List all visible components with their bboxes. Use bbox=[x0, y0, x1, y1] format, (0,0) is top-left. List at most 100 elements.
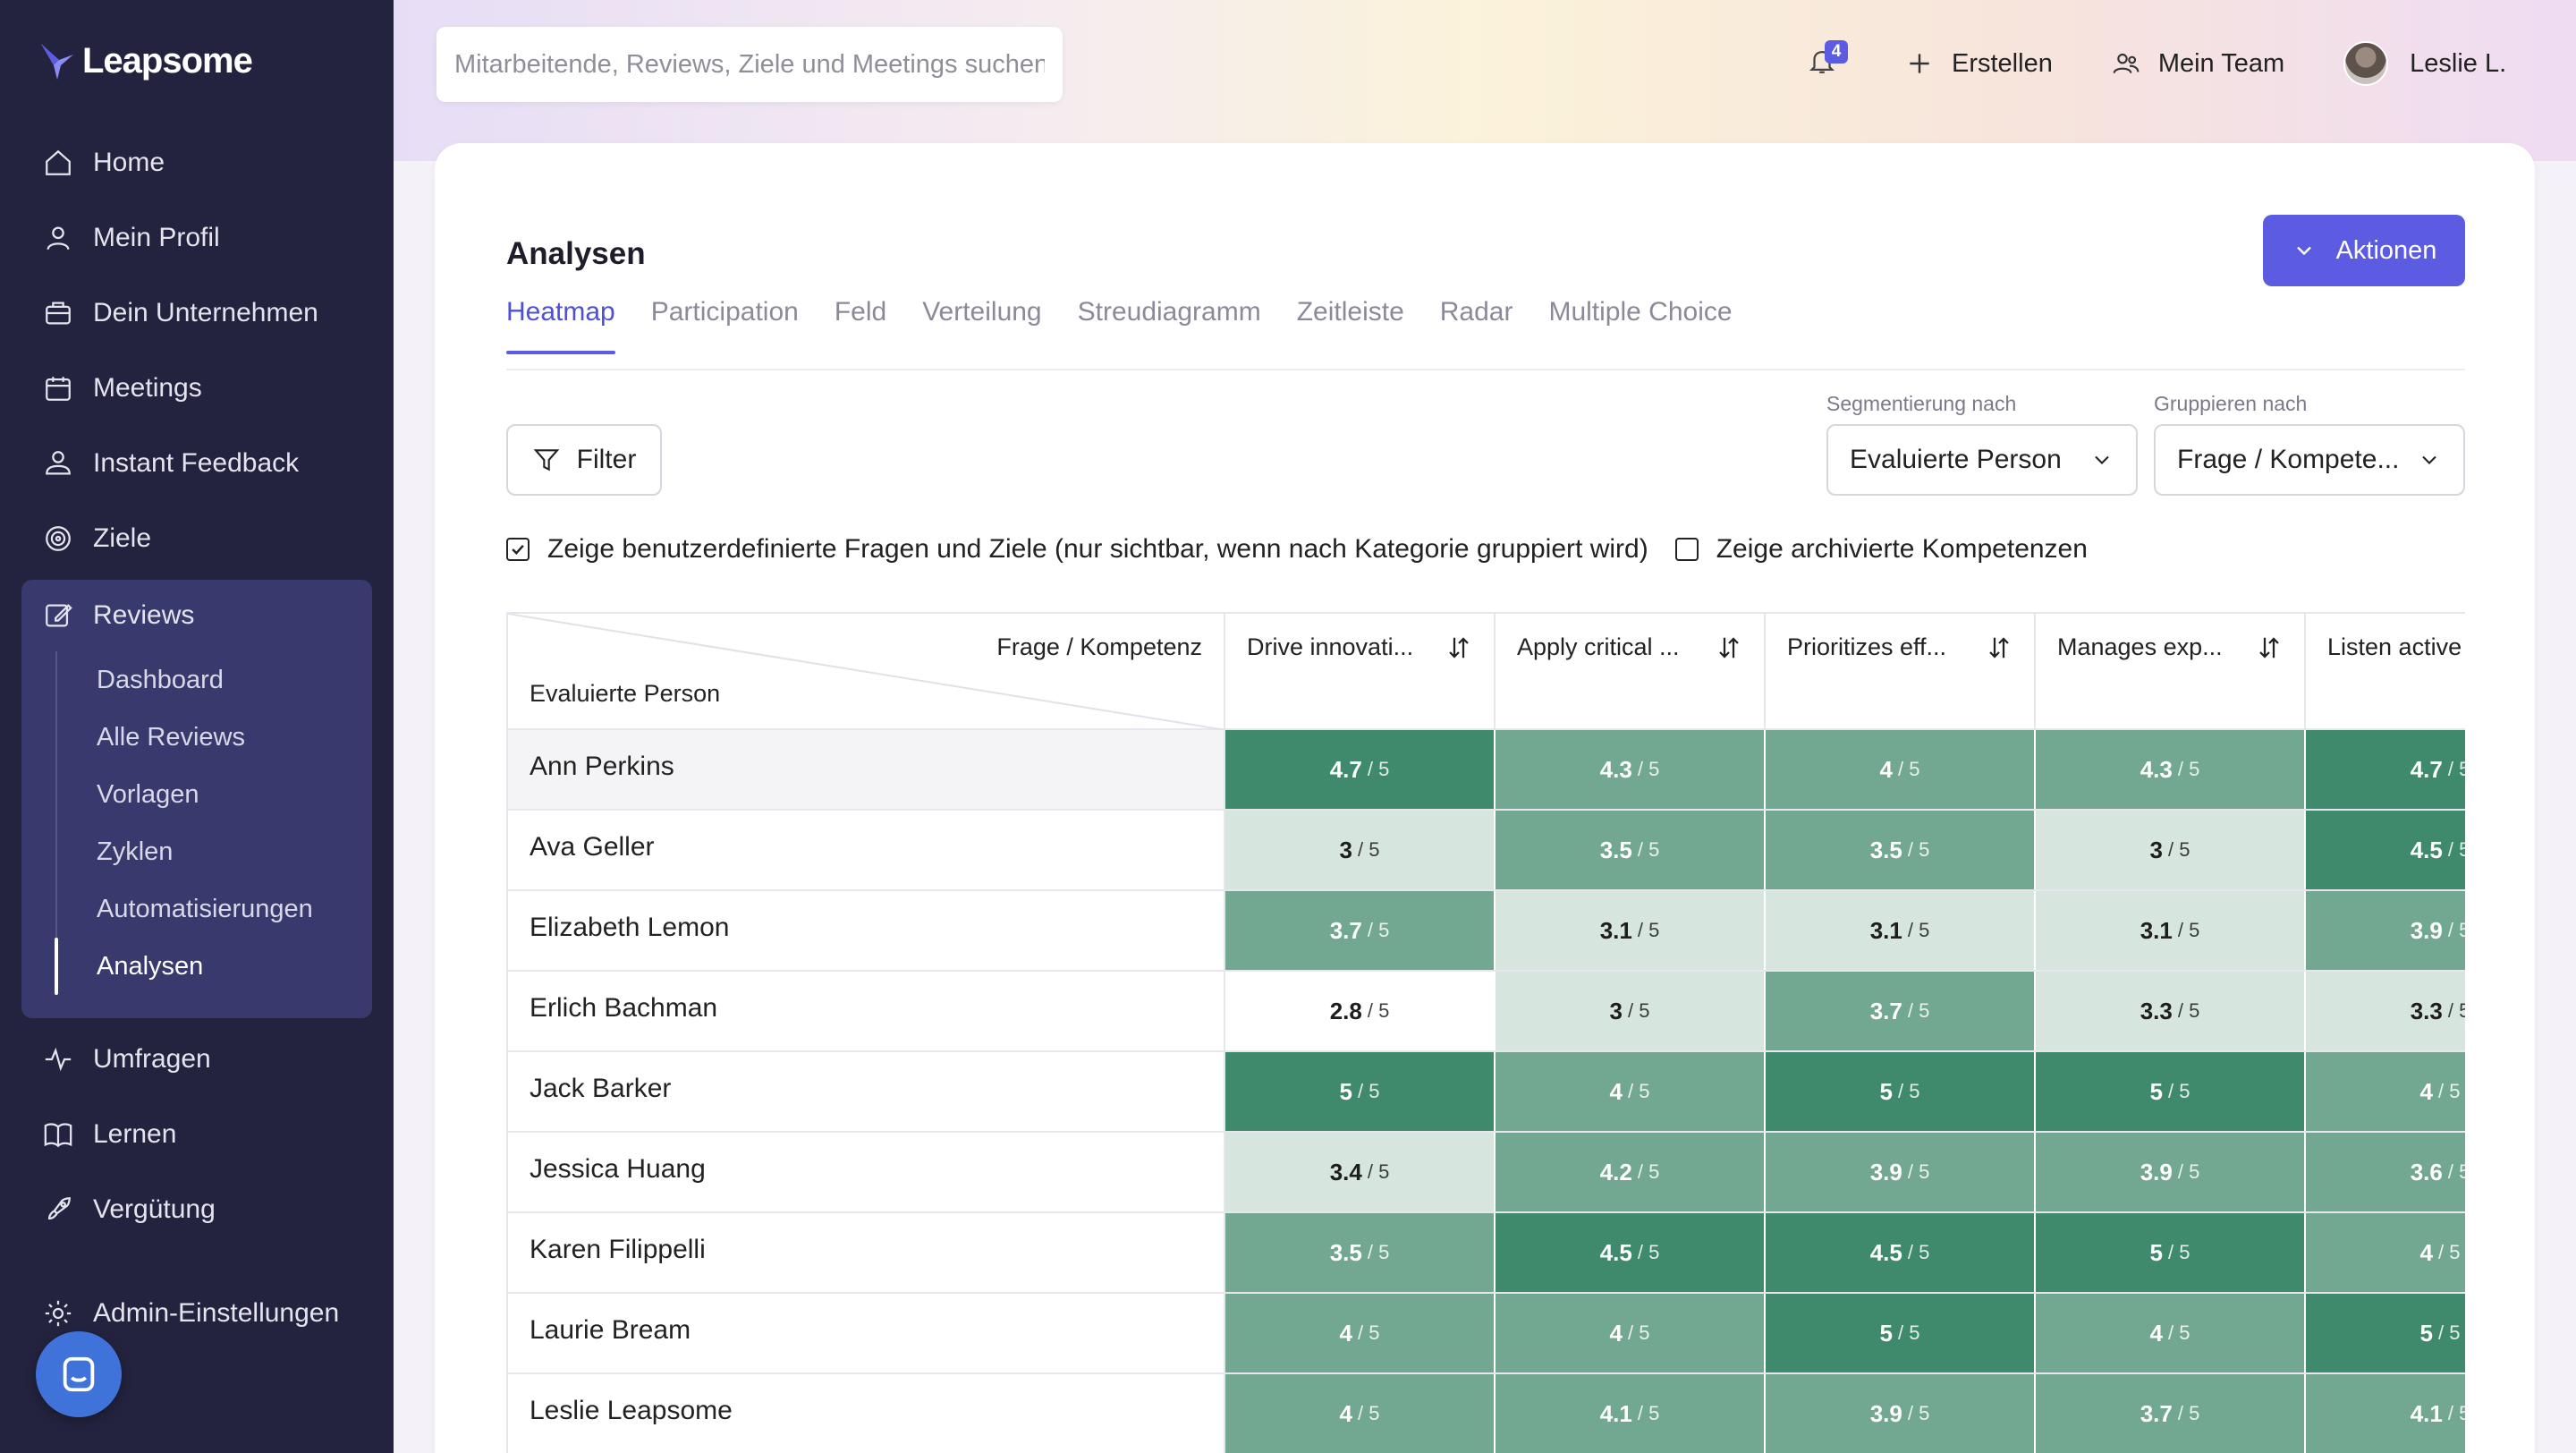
heatmap-cell[interactable]: 4/ 5 bbox=[1496, 1052, 1766, 1131]
subnav-item-automatisierungen[interactable]: Automatisierungen bbox=[97, 894, 313, 923]
tab-verteilung[interactable]: Verteilung bbox=[922, 297, 1042, 327]
column-header[interactable]: Listen active bbox=[2306, 614, 2465, 730]
heatmap-cell[interactable]: 3.3/ 5 bbox=[2036, 972, 2306, 1050]
heatmap-cell[interactable]: 3.4/ 5 bbox=[1225, 1133, 1496, 1211]
cell-denominator: / 5 bbox=[1907, 838, 1930, 861]
subnav-item-zyklen[interactable]: Zyklen bbox=[97, 837, 174, 866]
nav-item-ziele[interactable]: Ziele bbox=[21, 501, 372, 576]
sort-icon[interactable] bbox=[1716, 633, 1742, 662]
heatmap-cell[interactable]: 4.1/ 5 bbox=[1496, 1374, 1766, 1453]
sort-icon[interactable] bbox=[1986, 633, 2012, 662]
archived-competencies-checkbox[interactable] bbox=[1674, 538, 1699, 561]
cell-score: 3.9 bbox=[2410, 916, 2443, 944]
heatmap-cell[interactable]: 4/ 5 bbox=[1225, 1374, 1496, 1453]
nav-item-admin-einstellungen[interactable]: Admin-Einstellungen bbox=[21, 1276, 372, 1351]
heatmap-cell[interactable]: 5/ 5 bbox=[1766, 1052, 2036, 1131]
heatmap-cell[interactable]: 4/ 5 bbox=[1496, 1294, 1766, 1372]
column-header[interactable]: Prioritizes eff... bbox=[1766, 614, 2036, 730]
heatmap-cell[interactable]: 4.3/ 5 bbox=[2036, 730, 2306, 809]
cell-denominator: / 5 bbox=[1358, 838, 1380, 861]
heatmap-cell[interactable]: 4.1/ 5 bbox=[2306, 1374, 2465, 1453]
tab-radar[interactable]: Radar bbox=[1439, 297, 1513, 327]
heatmap-cell[interactable]: 4.3/ 5 bbox=[1496, 730, 1766, 809]
nav-item-meetings[interactable]: Meetings bbox=[21, 351, 372, 426]
subnav-item-alle-reviews[interactable]: Alle Reviews bbox=[97, 722, 245, 752]
heatmap-cell[interactable]: 5/ 5 bbox=[1225, 1052, 1496, 1131]
user-name[interactable]: Leslie L. bbox=[2410, 48, 2507, 78]
heatmap-cell[interactable]: 5/ 5 bbox=[1766, 1294, 2036, 1372]
heatmap-cell[interactable]: 4/ 5 bbox=[2306, 1213, 2465, 1292]
heatmap-cell[interactable]: 3.1/ 5 bbox=[1496, 891, 1766, 970]
heatmap-cell[interactable]: 4.2/ 5 bbox=[1496, 1133, 1766, 1211]
heatmap-cell[interactable]: 3.5/ 5 bbox=[1766, 811, 2036, 889]
nav-item-reviews[interactable]: Reviews bbox=[21, 580, 372, 651]
column-header[interactable]: Apply critical ... bbox=[1496, 614, 1766, 730]
heatmap-cell[interactable]: 3.3/ 5 bbox=[2306, 972, 2465, 1050]
heatmap-cell[interactable]: 4/ 5 bbox=[2036, 1294, 2306, 1372]
leapsome-logo[interactable]: Leapsome bbox=[39, 41, 253, 81]
custom-questions-checkbox[interactable] bbox=[506, 538, 530, 561]
tab-multiple-choice[interactable]: Multiple Choice bbox=[1548, 297, 1733, 327]
nav-item-lernen[interactable]: Lernen bbox=[21, 1097, 372, 1172]
global-search[interactable] bbox=[436, 27, 1063, 102]
tab-streudiagramm[interactable]: Streudiagramm bbox=[1077, 297, 1261, 327]
heatmap-cell[interactable]: 5/ 5 bbox=[2036, 1213, 2306, 1292]
heatmap-cell[interactable]: 5/ 5 bbox=[2306, 1294, 2465, 1372]
subnav-item-vorlagen[interactable]: Vorlagen bbox=[97, 779, 199, 809]
search-input[interactable] bbox=[454, 49, 1045, 80]
chat-support-button[interactable] bbox=[36, 1331, 122, 1417]
heatmap-cell[interactable]: 3.7/ 5 bbox=[2036, 1374, 2306, 1453]
nav-item-dein-unternehmen[interactable]: Dein Unternehmen bbox=[21, 276, 372, 351]
tab-heatmap[interactable]: Heatmap bbox=[506, 297, 615, 354]
heatmap-cell[interactable]: 3.1/ 5 bbox=[2036, 891, 2306, 970]
heatmap-cell[interactable]: 4/ 5 bbox=[2306, 1052, 2465, 1131]
actions-button[interactable]: Aktionen bbox=[2263, 215, 2465, 286]
column-header[interactable]: Drive innovati... bbox=[1225, 614, 1496, 730]
heatmap-cell[interactable]: 2.8/ 5 bbox=[1225, 972, 1496, 1050]
tab-zeitleiste[interactable]: Zeitleiste bbox=[1296, 297, 1404, 327]
heatmap-cell[interactable]: 3.5/ 5 bbox=[1496, 811, 1766, 889]
heatmap-cell[interactable]: 3.1/ 5 bbox=[1766, 891, 2036, 970]
nav-item-home[interactable]: Home bbox=[21, 125, 372, 200]
heatmap-cell[interactable]: 3/ 5 bbox=[2036, 811, 2306, 889]
heatmap-cell[interactable]: 4.7/ 5 bbox=[1225, 730, 1496, 809]
cell-score: 4.1 bbox=[2410, 1399, 2443, 1427]
heatmap-cell[interactable]: 3.9/ 5 bbox=[2306, 891, 2465, 970]
heatmap-cell[interactable]: 3.6/ 5 bbox=[2306, 1133, 2465, 1211]
heatmap-cell[interactable]: 4/ 5 bbox=[1225, 1294, 1496, 1372]
subnav-item-dashboard[interactable]: Dashboard bbox=[97, 665, 224, 694]
heatmap-cell[interactable]: 3.5/ 5 bbox=[1225, 1213, 1496, 1292]
my-team-button[interactable]: Mein Team bbox=[2112, 49, 2284, 79]
column-header[interactable]: Manages exp... bbox=[2036, 614, 2306, 730]
heatmap-cell[interactable]: 3.7/ 5 bbox=[1225, 891, 1496, 970]
heatmap-cell[interactable]: 4.7/ 5 bbox=[2306, 730, 2465, 809]
tab-participation[interactable]: Participation bbox=[650, 297, 799, 327]
create-button[interactable]: Erstellen bbox=[1905, 49, 2053, 79]
nav-item-instant-feedback[interactable]: Instant Feedback bbox=[21, 426, 372, 501]
cell-score: 3.5 bbox=[1599, 836, 1632, 863]
heatmap-cell[interactable]: 4.5/ 5 bbox=[1496, 1213, 1766, 1292]
heatmap-cell[interactable]: 3.9/ 5 bbox=[1766, 1133, 2036, 1211]
heatmap-cell[interactable]: 4.5/ 5 bbox=[2306, 811, 2465, 889]
subnav-item-analysen[interactable]: Analysen bbox=[97, 951, 204, 981]
heatmap-cell[interactable]: 4.5/ 5 bbox=[1766, 1213, 2036, 1292]
group-select[interactable]: Frage / Kompete... bbox=[2154, 424, 2465, 496]
heatmap-cell[interactable]: 3/ 5 bbox=[1225, 811, 1496, 889]
nav-item-verguetung[interactable]: Vergütung bbox=[21, 1172, 372, 1247]
cell-score: 4 bbox=[2419, 1238, 2433, 1266]
heatmap-cell[interactable]: 4/ 5 bbox=[1766, 730, 2036, 809]
segment-select[interactable]: Evaluierte Person bbox=[1826, 424, 2138, 496]
heatmap-cell[interactable]: 3/ 5 bbox=[1496, 972, 1766, 1050]
filter-button[interactable]: Filter bbox=[506, 424, 662, 496]
notifications-button[interactable]: 4 bbox=[1807, 40, 1848, 81]
sort-icon[interactable] bbox=[2256, 633, 2283, 662]
heatmap-cell[interactable]: 3.9/ 5 bbox=[2036, 1133, 2306, 1211]
sort-icon[interactable] bbox=[1445, 633, 1472, 662]
heatmap-cell[interactable]: 3.7/ 5 bbox=[1766, 972, 2036, 1050]
tab-feld[interactable]: Feld bbox=[834, 297, 887, 327]
heatmap-cell[interactable]: 5/ 5 bbox=[2036, 1052, 2306, 1131]
nav-item-umfragen[interactable]: Umfragen bbox=[21, 1022, 372, 1097]
nav-item-mein-profil[interactable]: Mein Profil bbox=[21, 200, 372, 276]
user-avatar[interactable] bbox=[2343, 41, 2389, 86]
heatmap-cell[interactable]: 3.9/ 5 bbox=[1766, 1374, 2036, 1453]
